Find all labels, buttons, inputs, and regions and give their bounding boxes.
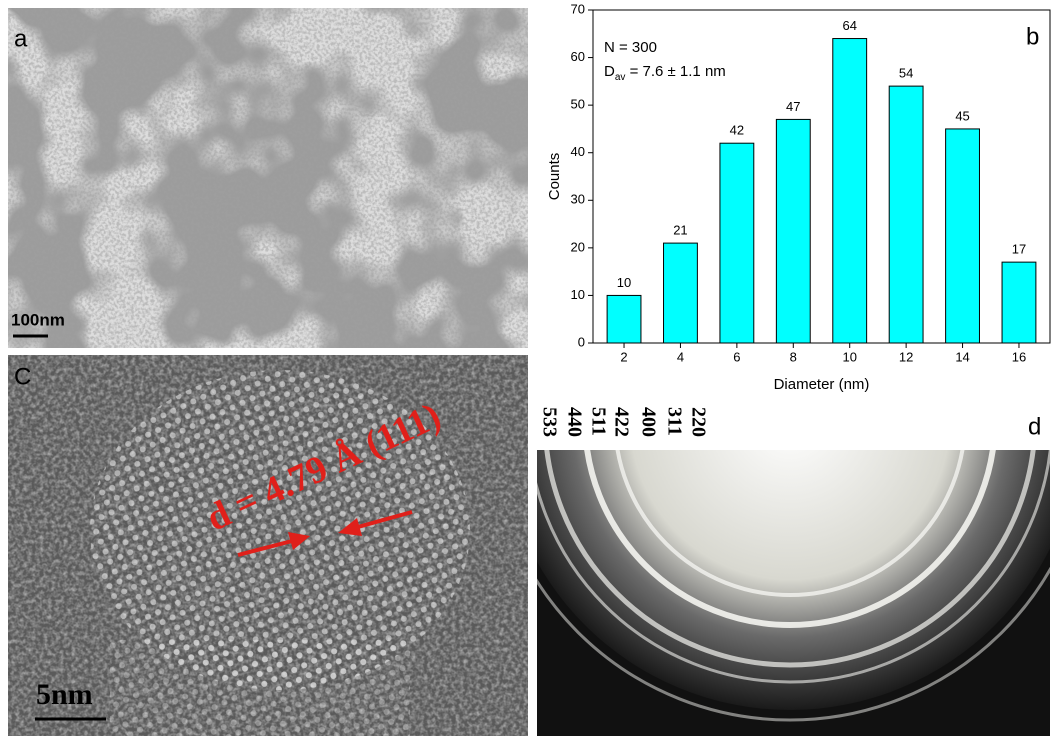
- panel-label: a: [14, 25, 28, 52]
- x-tick-label: 10: [842, 349, 856, 364]
- x-axis-title: Diameter (nm): [774, 376, 870, 393]
- panel-label: d: [1028, 413, 1041, 440]
- x-tick-label: 8: [790, 349, 797, 364]
- figure: 10 21 42 47 64 54 45 17 0 10 20 30 40 50 60 70 2 4 6 8 10 12 1…: [0, 0, 1055, 738]
- bar: [776, 119, 810, 343]
- bar: [607, 295, 641, 343]
- y-tick-label: 60: [571, 49, 585, 64]
- value-label: 64: [842, 18, 856, 33]
- y-tick-label: 0: [578, 334, 585, 349]
- histogram: 10 21 42 47 64 54 45 17 0 10 20 30 40 50 60 70 2 4 6 8 10 12 1…: [546, 1, 1050, 393]
- bar: [720, 143, 754, 343]
- bar: [1002, 262, 1036, 343]
- ring-label: 311: [663, 407, 685, 436]
- annotation: N = 300: [604, 39, 657, 56]
- x-tick-label: 16: [1012, 349, 1026, 364]
- value-label: 17: [1012, 242, 1026, 257]
- annotation-sub: av: [615, 72, 626, 83]
- ring-label: 400: [637, 407, 659, 437]
- panel-label: C: [14, 363, 31, 390]
- scale-bar-label: 100nm: [11, 310, 65, 329]
- y-tick-label: 20: [571, 239, 585, 254]
- y-axis-title: Counts: [546, 153, 563, 201]
- panel-label: b: [1026, 23, 1039, 50]
- x-tick-label: 4: [677, 349, 684, 364]
- value-label: 21: [673, 223, 687, 238]
- y-tick-label: 50: [571, 97, 585, 112]
- y-tick-label: 40: [571, 144, 585, 159]
- value-label: 54: [899, 66, 913, 81]
- x-tick-label: 14: [955, 349, 969, 364]
- ring-label: 511: [587, 407, 609, 436]
- value-label: 47: [786, 99, 800, 114]
- x-tick-label: 6: [733, 349, 740, 364]
- bar: [889, 86, 923, 343]
- plot-frame: [593, 10, 1050, 343]
- y-tick-label: 30: [571, 192, 585, 207]
- ring-label: 533: [538, 407, 560, 437]
- scale-bar-label: 5nm: [36, 678, 93, 711]
- panel-a: [8, 8, 528, 348]
- y-tick-label: 70: [571, 1, 585, 16]
- annotation-rest: = 7.6 ± 1.1 nm: [625, 63, 725, 80]
- value-label: 42: [730, 123, 744, 138]
- bar: [664, 243, 698, 343]
- x-tick-label: 12: [899, 349, 913, 364]
- annotation: Dav = 7.6 ± 1.1 nm: [604, 63, 726, 83]
- value-label: 45: [955, 108, 969, 123]
- bar: [833, 39, 867, 343]
- x-tick-label: 2: [620, 349, 627, 364]
- value-label: 10: [617, 275, 631, 290]
- ring-label: 422: [610, 407, 632, 437]
- annotation-main: D: [604, 63, 615, 80]
- bar: [946, 129, 980, 343]
- ring-label: 220: [687, 407, 709, 437]
- y-tick-label: 10: [571, 287, 585, 302]
- ring-label: 440: [563, 407, 585, 437]
